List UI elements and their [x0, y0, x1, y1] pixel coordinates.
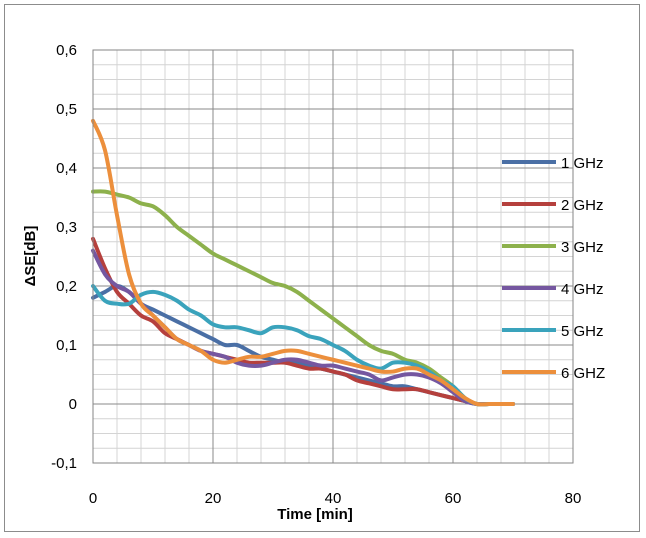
- y-tick-label: 0,2: [56, 278, 77, 295]
- y-axis-ticks: -0,1 0 0,1 0,2 0,3 0,4 0,5 0,6: [51, 42, 77, 472]
- y-tick-label: 0,6: [56, 42, 77, 59]
- y-tick-label: -0,1: [51, 455, 77, 472]
- series-line-3: [91, 189, 515, 407]
- x-tick-label: 0: [89, 490, 97, 507]
- legend-label: 2 GHz: [561, 197, 604, 214]
- plot-border: [92, 49, 574, 464]
- x-axis-label: Time [min]: [277, 506, 353, 523]
- y-tick-label: 0,5: [56, 101, 77, 118]
- legend: 1 GHz 2 GHz 3 GHz 4 GHz 5 GHz 6 GHZ: [502, 155, 605, 382]
- line-chart: -0,1 0 0,1 0,2 0,3 0,4 0,5 0,6 0 20 40 60 80 1 GHz 2…: [22, 42, 605, 523]
- chart-frame: -0,1 0 0,1 0,2 0,3 0,4 0,5 0,6 0 20 40 60 80 1 GHz 2…: [4, 4, 640, 532]
- legend-label: 6 GHZ: [561, 365, 605, 382]
- y-tick-label: 0,4: [56, 160, 77, 177]
- x-tick-label: 40: [325, 490, 342, 507]
- legend-label: 1 GHz: [561, 155, 604, 172]
- y-tick-label: 0,1: [56, 337, 77, 354]
- y-axis-label: ΔSE[dB]: [22, 226, 39, 287]
- x-axis-ticks: 0 20 40 60 80: [89, 490, 582, 507]
- y-tick-label: 0: [69, 396, 77, 413]
- x-tick-label: 60: [445, 490, 462, 507]
- series-line-2: [91, 236, 515, 407]
- y-tick-label: 0,3: [56, 219, 77, 236]
- legend-label: 5 GHz: [561, 323, 604, 340]
- legend-label: 4 GHz: [561, 281, 604, 298]
- x-tick-label: 80: [565, 490, 582, 507]
- series-line-6: [91, 118, 515, 407]
- legend-label: 3 GHz: [561, 239, 604, 256]
- series-lines: [91, 118, 515, 407]
- x-tick-label: 20: [205, 490, 222, 507]
